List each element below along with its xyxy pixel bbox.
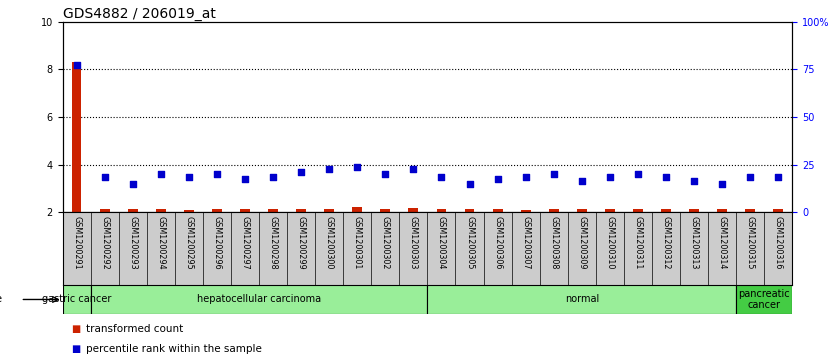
Point: [379, 171, 392, 177]
Bar: [520, 210, 530, 212]
Point: [603, 174, 616, 180]
Bar: [128, 209, 138, 212]
Bar: [91, 285, 427, 314]
Text: pancreatic
cancer: pancreatic cancer: [738, 289, 790, 310]
Text: transformed count: transformed count: [86, 325, 183, 334]
Text: GSM1200297: GSM1200297: [240, 216, 249, 270]
Text: ■: ■: [71, 325, 80, 334]
Point: [182, 174, 195, 180]
Text: GSM1200302: GSM1200302: [381, 216, 389, 269]
Text: GSM1200295: GSM1200295: [184, 216, 193, 270]
Bar: [380, 209, 390, 212]
Text: GSM1200301: GSM1200301: [353, 216, 362, 269]
Text: GSM1200299: GSM1200299: [297, 216, 305, 270]
Point: [350, 164, 364, 170]
Point: [463, 181, 476, 187]
Bar: [605, 209, 615, 212]
Text: GSM1200309: GSM1200309: [577, 216, 586, 269]
Point: [771, 174, 785, 180]
Bar: [240, 209, 250, 212]
Point: [239, 176, 252, 182]
Bar: [549, 209, 559, 212]
Bar: [717, 209, 727, 212]
Point: [716, 181, 729, 187]
Point: [687, 179, 701, 184]
Text: GSM1200315: GSM1200315: [746, 216, 755, 269]
Bar: [661, 209, 671, 212]
Text: GSM1200292: GSM1200292: [100, 216, 109, 270]
Text: GSM1200313: GSM1200313: [690, 216, 699, 269]
Text: GSM1200314: GSM1200314: [717, 216, 726, 269]
Bar: [269, 209, 278, 212]
Bar: [689, 209, 699, 212]
Text: hepatocellular carcinoma: hepatocellular carcinoma: [197, 294, 321, 305]
Bar: [493, 209, 503, 212]
Text: GSM1200311: GSM1200311: [634, 216, 642, 269]
Bar: [436, 209, 446, 212]
Text: GSM1200312: GSM1200312: [661, 216, 671, 269]
Point: [491, 176, 505, 182]
Text: GSM1200306: GSM1200306: [493, 216, 502, 269]
Text: GSM1200296: GSM1200296: [213, 216, 221, 270]
Bar: [577, 209, 586, 212]
Text: GSM1200305: GSM1200305: [465, 216, 474, 269]
Bar: [156, 209, 166, 212]
Bar: [465, 209, 475, 212]
Point: [294, 169, 308, 175]
Text: gastric cancer: gastric cancer: [42, 294, 111, 305]
Text: disease state: disease state: [0, 294, 3, 305]
Bar: [773, 209, 783, 212]
Bar: [72, 62, 82, 212]
Bar: [296, 209, 306, 212]
Text: ■: ■: [71, 344, 80, 354]
Bar: [324, 208, 334, 212]
Bar: [736, 285, 792, 314]
Point: [126, 181, 139, 187]
Text: GSM1200308: GSM1200308: [550, 216, 558, 269]
Bar: [63, 285, 91, 314]
Point: [154, 171, 168, 177]
Point: [323, 167, 336, 172]
Bar: [212, 209, 222, 212]
Point: [98, 174, 111, 180]
Point: [435, 174, 448, 180]
Text: GSM1200316: GSM1200316: [774, 216, 783, 269]
Text: GSM1200294: GSM1200294: [156, 216, 165, 270]
Point: [519, 174, 532, 180]
Text: normal: normal: [565, 294, 599, 305]
Bar: [100, 209, 109, 212]
Point: [266, 174, 279, 180]
Point: [407, 167, 420, 172]
Bar: [352, 207, 362, 212]
Bar: [409, 208, 419, 212]
Text: GSM1200291: GSM1200291: [72, 216, 81, 270]
Point: [70, 62, 83, 68]
Point: [744, 174, 757, 180]
Bar: [428, 285, 736, 314]
Point: [210, 171, 224, 177]
Text: GSM1200303: GSM1200303: [409, 216, 418, 269]
Text: GDS4882 / 206019_at: GDS4882 / 206019_at: [63, 7, 215, 21]
Text: GSM1200298: GSM1200298: [269, 216, 278, 270]
Bar: [746, 209, 755, 212]
Point: [660, 174, 673, 180]
Text: GSM1200310: GSM1200310: [605, 216, 615, 269]
Text: GSM1200300: GSM1200300: [324, 216, 334, 269]
Point: [631, 171, 645, 177]
Text: GSM1200293: GSM1200293: [128, 216, 138, 270]
Point: [547, 171, 560, 177]
Text: GSM1200307: GSM1200307: [521, 216, 530, 269]
Text: GSM1200304: GSM1200304: [437, 216, 446, 269]
Bar: [633, 209, 643, 212]
Text: percentile rank within the sample: percentile rank within the sample: [86, 344, 262, 354]
Bar: [184, 210, 193, 212]
Point: [575, 179, 589, 184]
